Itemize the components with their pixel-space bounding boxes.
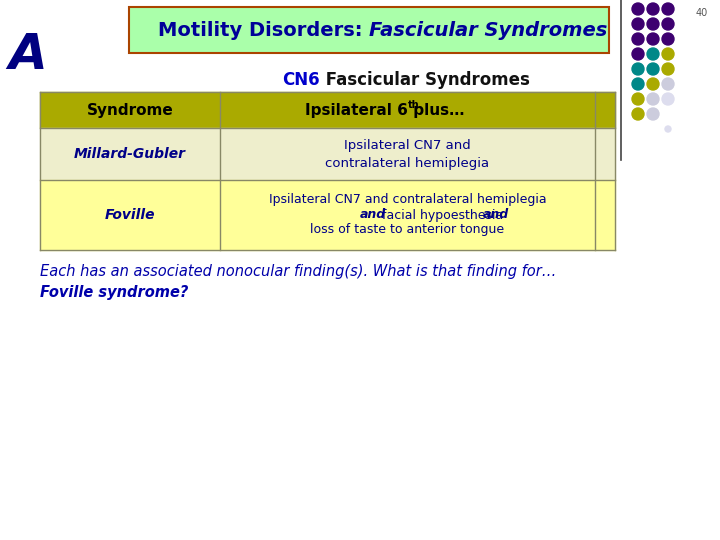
Circle shape [665,126,671,132]
Circle shape [662,63,674,75]
Text: Ipsilateral CN7 and contralateral hemiplegia: Ipsilateral CN7 and contralateral hemipl… [269,193,546,206]
Text: Millard-Gubler: Millard-Gubler [74,147,186,161]
Text: Fascicular Syndromes: Fascicular Syndromes [320,71,530,89]
Circle shape [632,93,644,105]
Text: Foville: Foville [104,208,156,222]
Text: Ipsilateral 6: Ipsilateral 6 [305,103,408,118]
Circle shape [647,93,659,105]
Text: loss of taste to anterior tongue: loss of taste to anterior tongue [310,224,505,237]
Text: and: and [482,208,509,221]
Circle shape [632,3,644,15]
Circle shape [662,33,674,45]
Text: contralateral hemiplegia: contralateral hemiplegia [325,157,490,170]
Circle shape [632,33,644,45]
Circle shape [662,3,674,15]
Circle shape [662,78,674,90]
Bar [40,92,615,128]
Text: Foville syndrome?: Foville syndrome? [40,285,189,300]
Bar [40,128,615,180]
Text: Motility Disorders:: Motility Disorders: [158,21,369,39]
Circle shape [647,63,659,75]
FancyBboxPatch shape [129,7,609,53]
Text: th: th [408,100,419,110]
Text: Syndrome: Syndrome [86,103,174,118]
Text: Ipsilateral CN7 and: Ipsilateral CN7 and [344,138,471,152]
Text: plus…: plus… [408,103,464,118]
Circle shape [647,18,659,30]
Circle shape [632,78,644,90]
Circle shape [647,78,659,90]
Circle shape [632,48,644,60]
Circle shape [632,63,644,75]
Bar [40,180,615,250]
Text: A: A [9,31,48,79]
Circle shape [647,3,659,15]
Circle shape [662,93,674,105]
Circle shape [647,48,659,60]
Circle shape [662,18,674,30]
Circle shape [647,33,659,45]
Circle shape [632,18,644,30]
Text: 40: 40 [696,8,708,18]
Text: CN6: CN6 [282,71,320,89]
Text: facial hypoesthesia: facial hypoesthesia [377,208,507,221]
Text: Ipsilateral 6th plus…: Ipsilateral 6th plus… [331,103,474,117]
Circle shape [647,108,659,120]
Text: and: and [359,208,386,221]
Circle shape [662,48,674,60]
Circle shape [632,108,644,120]
Text: Fascicular Syndromes: Fascicular Syndromes [369,21,608,39]
Text: Each has an associated nonocular finding(s). What is that finding for…: Each has an associated nonocular finding… [40,264,557,279]
